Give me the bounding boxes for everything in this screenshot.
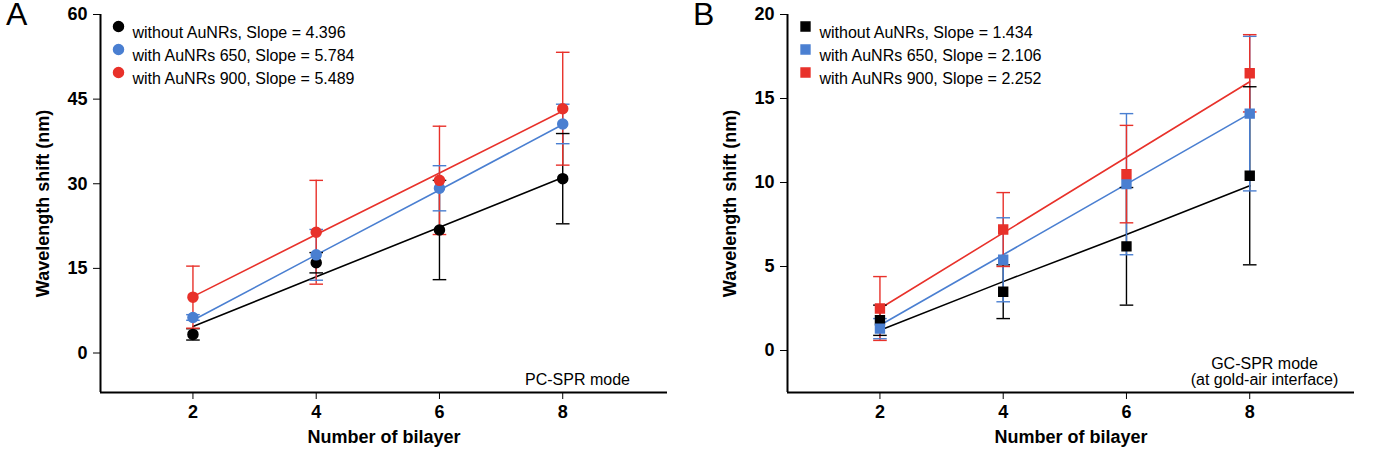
svg-text:2: 2 [875,402,885,422]
svg-text:30: 30 [67,174,87,194]
svg-text:Wavelength shift (nm): Wavelength shift (nm) [33,110,53,297]
svg-text:with AuNRs 650, Slope = 2.106: with AuNRs 650, Slope = 2.106 [819,47,1042,64]
svg-text:0: 0 [77,343,87,363]
svg-text:2: 2 [188,402,198,422]
svg-text:5: 5 [764,256,774,276]
svg-text:Wavelength shift (nm): Wavelength shift (nm) [720,110,740,297]
svg-text:without AuNRs, Slope = 4.396: without AuNRs, Slope = 4.396 [132,24,346,41]
svg-text:8: 8 [558,402,568,422]
svg-text:4: 4 [998,402,1008,422]
svg-text:15: 15 [67,258,87,278]
svg-text:6: 6 [1121,402,1131,422]
svg-text:Number of bilayer: Number of bilayer [307,427,460,447]
svg-text:GC-SPR mode(at gold-air interf: GC-SPR mode(at gold-air interface) [1191,355,1339,388]
svg-text:Number of bilayer: Number of bilayer [994,427,1147,447]
svg-text:PC-SPR mode: PC-SPR mode [525,371,630,388]
svg-text:without AuNRs, Slope = 1.434: without AuNRs, Slope = 1.434 [819,24,1033,41]
svg-text:8: 8 [1245,402,1255,422]
svg-text:with AuNRs 900, Slope = 5.489: with AuNRs 900, Slope = 5.489 [132,70,355,87]
svg-text:10: 10 [754,172,774,192]
svg-text:0: 0 [764,340,774,360]
svg-text:15: 15 [754,88,774,108]
svg-text:with AuNRs 900, Slope = 2.252: with AuNRs 900, Slope = 2.252 [819,70,1042,87]
svg-text:6: 6 [434,402,444,422]
svg-text:4: 4 [311,402,321,422]
svg-text:60: 60 [67,4,87,24]
svg-text:45: 45 [67,89,87,109]
svg-text:with AuNRs 650, Slope = 5.784: with AuNRs 650, Slope = 5.784 [132,47,355,64]
svg-text:20: 20 [754,4,774,24]
